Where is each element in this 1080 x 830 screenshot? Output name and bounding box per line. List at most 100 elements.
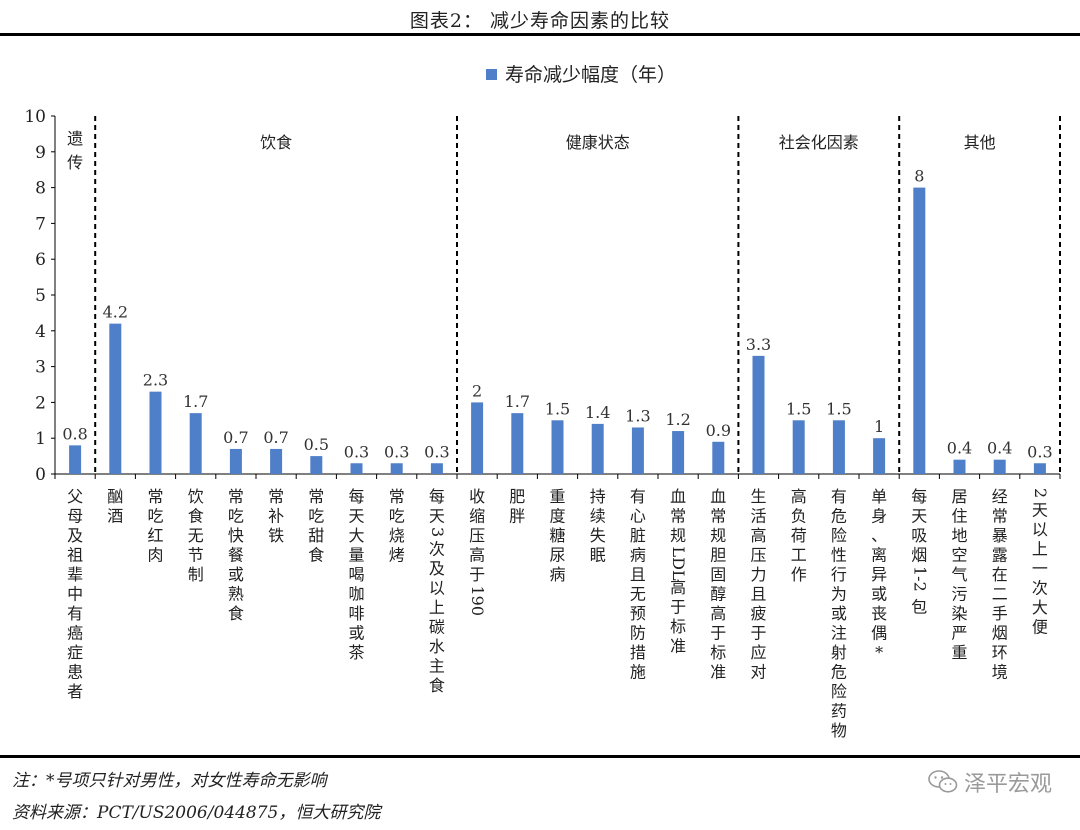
category-label-part: 大 <box>348 526 364 545</box>
category-label-part: 准 <box>670 637 686 656</box>
category-label-part: 铁 <box>268 526 284 545</box>
category-label-part: 肥 <box>509 487 525 506</box>
chart-title: 图表2： 减少寿命因素的比较 <box>409 10 671 32</box>
bar <box>149 391 162 474</box>
category-label-part: 患 <box>67 663 83 682</box>
category-label-part: 胆 <box>710 546 726 565</box>
category-label-part: 病 <box>630 546 646 565</box>
category-label: 肥胖 <box>509 487 525 526</box>
data-label: 1.4 <box>585 403 610 422</box>
group-label-char: 遗 <box>67 129 83 148</box>
y-tick-label: 3 <box>35 358 46 378</box>
category-label-part: 为 <box>831 585 847 604</box>
bottom-rule <box>0 755 1080 758</box>
category-label-part: 病 <box>549 565 565 584</box>
category-label-part: LDL <box>669 547 688 581</box>
category-label-part: 措 <box>630 643 646 662</box>
category-label-part: 糖 <box>549 526 565 545</box>
category-label-part: 茶 <box>348 643 364 662</box>
bar <box>672 431 685 474</box>
category-label-part: 喝 <box>348 565 364 584</box>
category-label-part: 3 <box>428 527 447 537</box>
category-label-part: 、 <box>871 526 887 545</box>
bar <box>953 459 966 474</box>
category-label-part: 注 <box>831 624 847 643</box>
category-label-part: 且 <box>630 565 646 584</box>
category-label-part: 荷 <box>791 526 807 545</box>
category-label-part: 常 <box>268 487 284 506</box>
data-label: 0.3 <box>1027 442 1052 461</box>
data-label: 0.5 <box>304 435 329 454</box>
data-label: 0.3 <box>384 442 409 461</box>
category-label-part: 对 <box>750 663 766 682</box>
category-label-part: 吃 <box>228 507 244 526</box>
category-label-part: 污 <box>951 585 967 604</box>
category-label-part: 190 <box>468 586 487 617</box>
category-label-part: 天 <box>429 507 445 526</box>
category-label-part: 离 <box>871 546 887 565</box>
bar <box>229 448 242 474</box>
category-label-part: 气 <box>951 565 967 584</box>
category-label-part: 力 <box>750 565 766 584</box>
group-label-char: 传 <box>67 153 83 172</box>
category-label-part: 吃 <box>308 507 324 526</box>
y-tick-label: 2 <box>35 393 46 413</box>
category-label-part: 咖 <box>348 585 364 604</box>
category-label-part: 天 <box>911 507 927 526</box>
category-label-part: 红 <box>147 526 163 545</box>
category-label-part: 压 <box>469 526 485 545</box>
data-label: 3.3 <box>746 335 771 354</box>
category-label: 常补铁 <box>268 487 284 545</box>
category-label-part: 或 <box>348 624 364 643</box>
category-label-part: 重 <box>549 487 565 506</box>
category-label-part: 眠 <box>590 546 606 565</box>
group-label: 社会化因素 <box>779 133 859 152</box>
category-label-part: 工 <box>791 546 807 565</box>
watermark-text: 泽平宏观 <box>963 772 1052 797</box>
data-label: 1.5 <box>545 399 570 418</box>
bar <box>752 355 765 474</box>
category-label-part: 食 <box>429 676 445 695</box>
bar <box>832 420 845 474</box>
category-label: 酗酒 <box>107 487 123 526</box>
category-label-part: 防 <box>630 624 646 643</box>
category-label-part: 经 <box>992 487 1008 506</box>
bar <box>551 420 564 474</box>
category-label-part: 无 <box>630 585 646 604</box>
category-label-part: 节 <box>188 546 204 565</box>
category-label-part: 尿 <box>549 546 565 565</box>
category-label-part: 者 <box>67 682 83 701</box>
category-label-part: 染 <box>951 604 967 623</box>
category-label-part: 以 <box>429 579 445 598</box>
category-label-part: 标 <box>710 643 726 662</box>
category-label-part: 次 <box>1032 579 1048 598</box>
category-label-part: 或 <box>228 565 244 584</box>
category-label-part: 有 <box>67 604 83 623</box>
category-label-part: 高 <box>710 604 726 623</box>
bar <box>69 445 82 474</box>
category-label-part: 且 <box>750 585 766 604</box>
category-label-part: 碳 <box>429 618 445 637</box>
data-label: 0.7 <box>223 428 248 447</box>
data-label: 1.5 <box>826 399 851 418</box>
category-label-part: 父 <box>67 487 83 506</box>
category-label-part: 主 <box>429 657 445 676</box>
category-label-part: 天 <box>348 507 364 526</box>
category-label-part: 胖 <box>509 507 525 526</box>
category-label-part: 险 <box>831 526 847 545</box>
category-label-part: 肉 <box>147 546 163 565</box>
category-label-part: 于 <box>750 624 766 643</box>
category-label-part: 在 <box>992 565 1008 584</box>
bar <box>390 463 403 474</box>
category-label-part: 或 <box>831 604 847 623</box>
category-label-part: 身 <box>871 507 887 526</box>
bar <box>712 441 725 474</box>
